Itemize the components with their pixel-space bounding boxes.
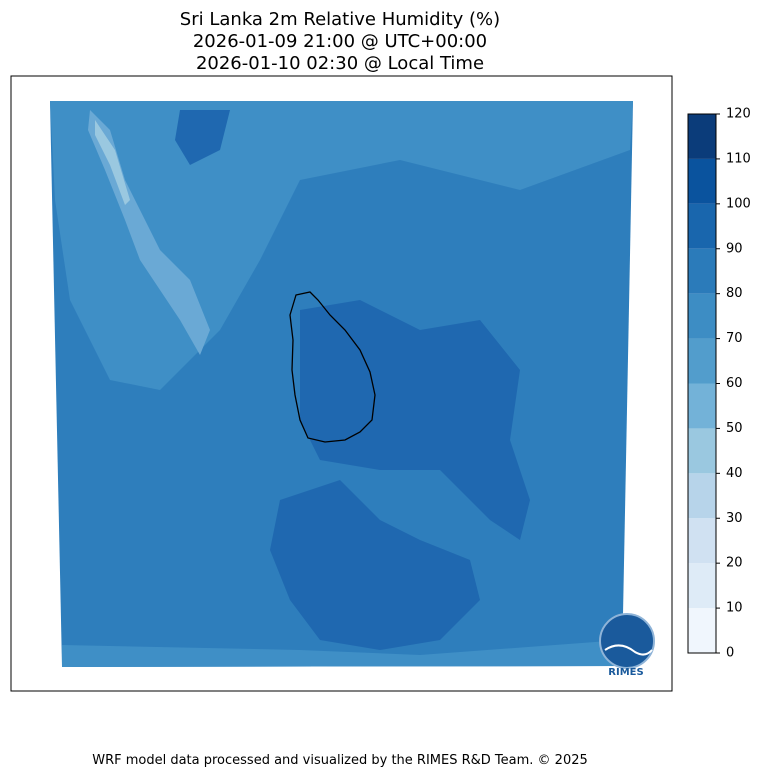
logo-text: RIMES (608, 667, 643, 678)
colorbar-tick-label: 110 (726, 151, 751, 166)
colorbar-tick-label: 40 (726, 466, 743, 481)
title-line: 2026-01-09 21:00 @ UTC+00:00 (193, 31, 487, 52)
footer: WRF model data processed and visualized … (92, 753, 588, 768)
colorbar-tick-label: 30 (726, 511, 743, 526)
colorbar-band (688, 608, 716, 653)
colorbar-band (688, 383, 716, 429)
colorbar: 0 10 20 30 40 50 60 70 80 90 100 110 120 (687, 107, 751, 661)
colorbar-tick-label: 10 (726, 601, 743, 616)
field-humid (300, 300, 530, 540)
title-line: Sri Lanka 2m Relative Humidity (%) (180, 9, 500, 30)
colorbar-tick-label: 100 (726, 196, 751, 211)
colorbar-band (688, 338, 716, 384)
colorbar-tick-label: 60 (726, 376, 743, 391)
logo-emblem (599, 613, 655, 669)
field-humid (175, 110, 230, 165)
colorbar-band (688, 473, 716, 519)
colorbar-tick-label: 50 (726, 421, 743, 436)
colorbar-tick-label: 20 (726, 556, 743, 571)
colorbar-tick-label: 70 (726, 331, 743, 346)
colorbar-band (688, 158, 716, 204)
colorbar-tick-label: 0 (726, 646, 734, 661)
coastline (289, 291, 376, 443)
colorbar-band (688, 203, 716, 249)
logo: RIMES (599, 613, 655, 678)
logo-wave (604, 644, 653, 656)
colorbar-band (688, 114, 716, 159)
colorbar-band (688, 293, 716, 339)
colorbar-band (688, 563, 716, 609)
colorbar-tick-label: 120 (726, 107, 751, 122)
colorbar-tick-label: 80 (726, 286, 743, 301)
colorbar-band (688, 518, 716, 564)
title-line: 2026-01-10 02:30 @ Local Time (196, 53, 484, 74)
field-humid (270, 480, 480, 650)
map (50, 101, 633, 667)
colorbar-tick-label: 90 (726, 241, 743, 256)
colorbar-band (688, 248, 716, 294)
field-dry (95, 120, 130, 205)
field-moist (62, 640, 622, 667)
colorbar-band (688, 428, 716, 474)
